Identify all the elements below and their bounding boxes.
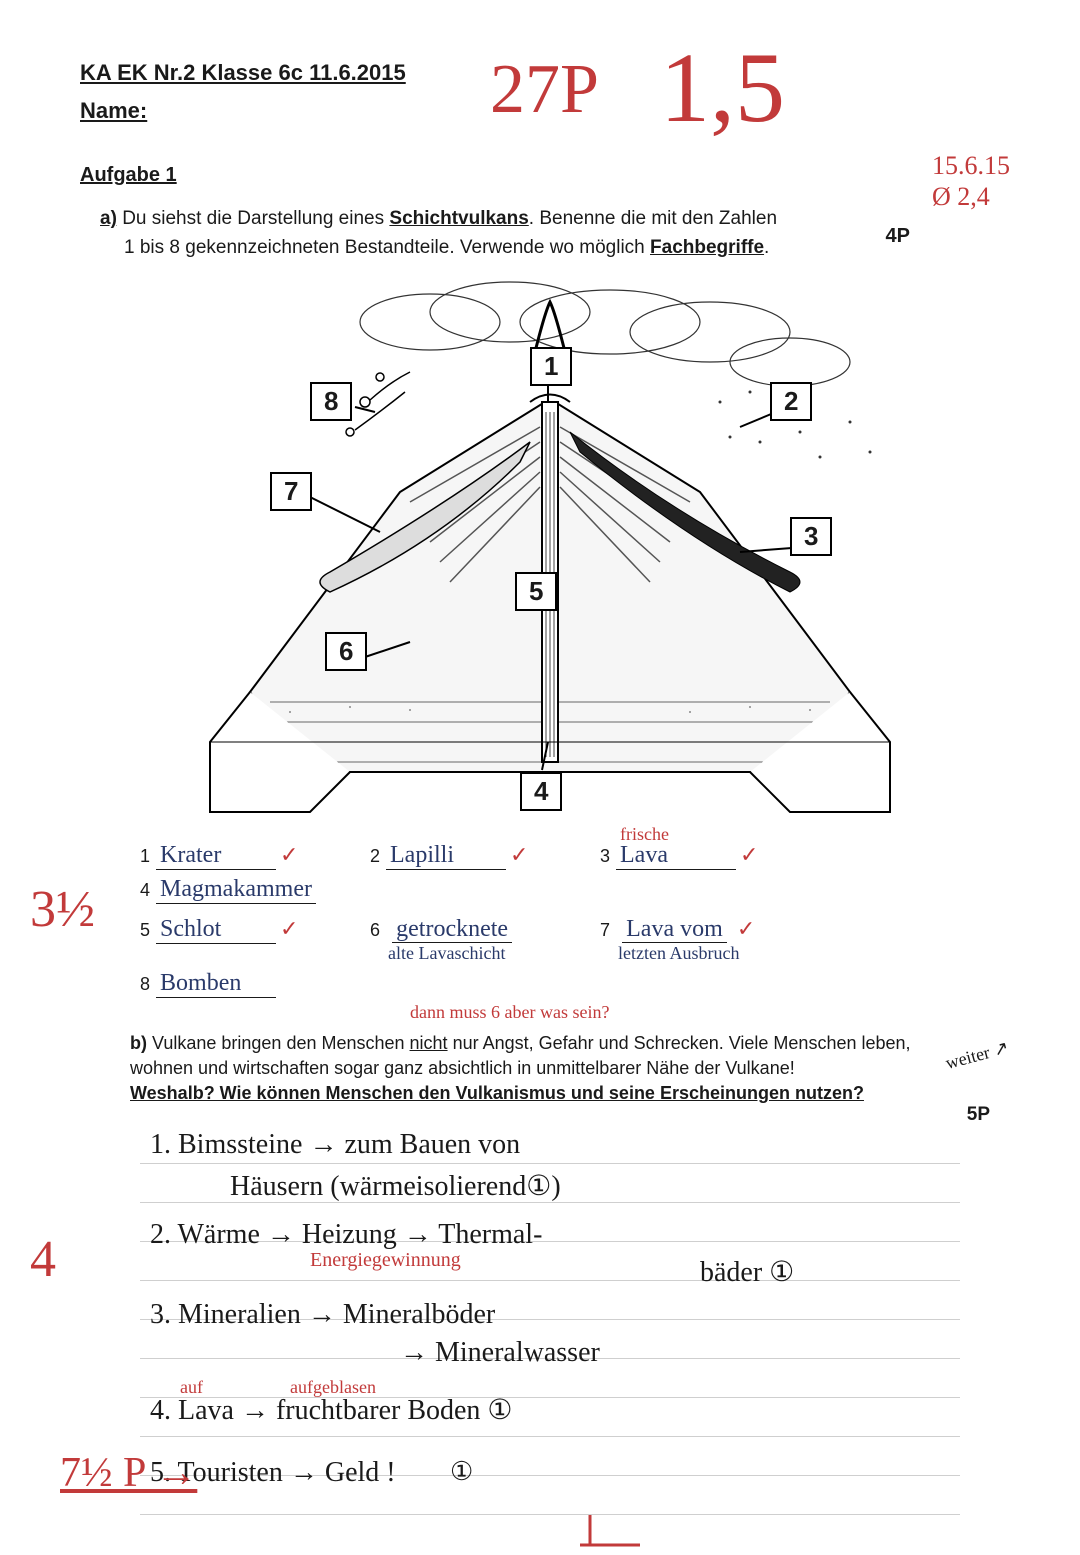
a-text-1: Du siehst die Darstellung eines xyxy=(122,208,389,229)
check-icon: ✓ xyxy=(740,842,758,868)
bottom-score: 7½ P → xyxy=(60,1449,197,1497)
points-27p: 27P xyxy=(490,50,599,130)
answer-2: 2 Lapilli ✓ xyxy=(370,842,570,870)
b-line-2b: bäder ① xyxy=(700,1255,794,1289)
check-icon: ✓ xyxy=(510,842,528,868)
diagram-label-8: 8 xyxy=(310,382,352,421)
a-text-3: 1 bis 8 gekennzeichneten Bestandteile. V… xyxy=(124,237,650,258)
teacher-date: 15.6.15 Ø 2,4 xyxy=(932,150,1010,212)
diagram-label-7: 7 xyxy=(270,472,312,511)
b-line-4-red-a: auf xyxy=(180,1377,203,1398)
answers-row-1: 1 Krater ✓ 2 Lapilli ✓ frische 3 Lava ✓ … xyxy=(140,842,970,910)
answer-sub-7: letzten Ausbruch xyxy=(618,943,739,964)
answer-6: 6 getrocknete alte Lavaschicht xyxy=(370,916,570,964)
answer-num-7: 7 xyxy=(600,920,610,940)
answer-3: frische 3 Lava ✓ xyxy=(600,842,800,870)
b-line-4-red-b: aufgeblasen xyxy=(290,1377,376,1398)
check-icon: ✓ xyxy=(280,916,298,942)
b-line-4: 4. Lava → fruchtbarer Boden ① xyxy=(150,1393,513,1427)
diagram-label-3: 3 xyxy=(790,517,832,556)
b-line-1b: Häusern (wärmeisolierend①) xyxy=(230,1169,561,1203)
note-frische: frische xyxy=(620,824,669,845)
answer-8: 8 Bomben xyxy=(140,970,340,998)
answer-text-8: Bomben xyxy=(156,970,276,998)
b-line-5-circle: ① xyxy=(450,1457,473,1487)
red-tally-icon xyxy=(570,1505,670,1555)
b-line-3b: → Mineralwasser xyxy=(400,1337,600,1369)
b-line-1: 1. Bimssteine → zum Bauen von xyxy=(150,1129,520,1161)
margin-score-a: 3½ xyxy=(30,880,95,939)
a-bold-1: Schichtvulkans xyxy=(389,208,528,229)
diagram-label-1: 1 xyxy=(530,347,572,386)
answer-text-4: Magmakammer xyxy=(156,876,316,904)
lined-answer-area: 1. Bimssteine → zum Bauen von Häusern (w… xyxy=(140,1125,960,1545)
task-a: a) Du siehst die Darstellung eines Schic… xyxy=(100,205,1000,262)
answer-num-5: 5 xyxy=(140,920,150,941)
answer-5: 5 Schlot ✓ xyxy=(140,916,340,964)
a-text-2: . Benenne die mit den Zahlen xyxy=(529,208,777,229)
b-question: Weshalb? Wie können Menschen den Vulkani… xyxy=(130,1083,864,1103)
red-comment-6: dann muss 6 aber was sein? xyxy=(410,1002,1000,1023)
a-label: a) xyxy=(100,208,117,229)
answer-7: 7 Lava vom ✓ letzten Ausbruch xyxy=(600,916,800,964)
aufgabe-1-title: Aufgabe 1 xyxy=(80,164,1000,187)
answer-num-4: 4 xyxy=(140,880,150,901)
answer-num-3: 3 xyxy=(600,846,610,867)
answer-text-2: Lapilli xyxy=(386,842,506,870)
b-line-2-red: Energiegewinnung xyxy=(310,1249,461,1272)
b-line-3: 3. Mineralien → Mineralböder xyxy=(150,1299,495,1331)
points-4p: 4P xyxy=(886,225,910,248)
answer-text-6: getrocknete xyxy=(392,916,512,943)
b-line-2: 2. Wärme → Heizung → Thermal- xyxy=(150,1219,542,1251)
diagram-label-6: 6 xyxy=(325,632,367,671)
b-label: b) xyxy=(130,1033,147,1053)
check-icon: ✓ xyxy=(737,916,755,941)
volcano-diagram: 1 2 3 4 5 6 7 8 xyxy=(150,272,930,832)
answers-row-2: 5 Schlot ✓ 6 getrocknete alte Lavaschich… xyxy=(140,916,970,1004)
b-text-1: Vulkane bringen den Menschen xyxy=(152,1033,410,1053)
answer-num-8: 8 xyxy=(140,974,150,995)
task-b: b) Vulkane bringen den Menschen nicht nu… xyxy=(130,1031,960,1107)
answer-sub-6: alte Lavaschicht xyxy=(388,943,505,964)
diagram-label-5: 5 xyxy=(515,572,557,611)
answer-num-1: 1 xyxy=(140,846,150,867)
answer-num-2: 2 xyxy=(370,846,380,867)
answer-text-1: Krater xyxy=(156,842,276,870)
answer-text-5: Schlot xyxy=(156,916,276,944)
margin-score-b: 4 xyxy=(30,1230,56,1289)
diagram-label-4: 4 xyxy=(520,772,562,811)
b-not: nicht xyxy=(410,1033,448,1053)
answer-text-3: Lava xyxy=(616,842,736,870)
bottom-score-text: 7½ P → xyxy=(60,1450,197,1496)
a-bold-2: Fachbegriffe xyxy=(650,237,764,258)
answer-text-7: Lava vom xyxy=(622,916,727,943)
answer-1: 1 Krater ✓ xyxy=(140,842,340,870)
diagram-label-2: 2 xyxy=(770,382,812,421)
grade-mark: 1,5 xyxy=(660,30,785,145)
answer-num-6: 6 xyxy=(370,920,380,940)
points-5p: 5P xyxy=(967,1102,990,1129)
check-icon: ✓ xyxy=(280,842,298,868)
date-text: 15.6.15 xyxy=(932,150,1010,181)
answer-4: 4 Magmakammer xyxy=(140,876,340,904)
